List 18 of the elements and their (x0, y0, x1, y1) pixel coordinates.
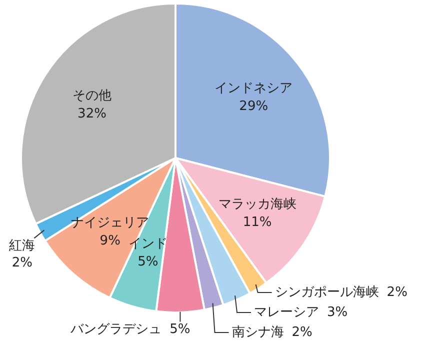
data-label: 29% (239, 98, 268, 114)
data-label: 32% (78, 106, 106, 122)
slice-label: シンガポール海峡 (274, 284, 379, 300)
data-label: 5% (138, 254, 158, 270)
data-label: 9% (100, 234, 120, 249)
data-label: 2% (12, 256, 32, 271)
slice-label: その他 (72, 88, 112, 104)
slice-label: マレーシア (254, 304, 320, 320)
data-label: 5% (170, 322, 190, 338)
slice-label: 南シナ海 (232, 324, 284, 340)
slice-label: 紅海 (9, 238, 36, 254)
data-label: 11% (242, 214, 272, 230)
data-label: 2% (292, 324, 312, 340)
data-label: 3% (327, 304, 348, 320)
data-label: 2% (386, 284, 408, 300)
slice-label: インドネシア (214, 80, 293, 96)
slice-label: マラッカ海峡 (218, 196, 296, 212)
slice-label: バングラデシュ (70, 322, 162, 338)
